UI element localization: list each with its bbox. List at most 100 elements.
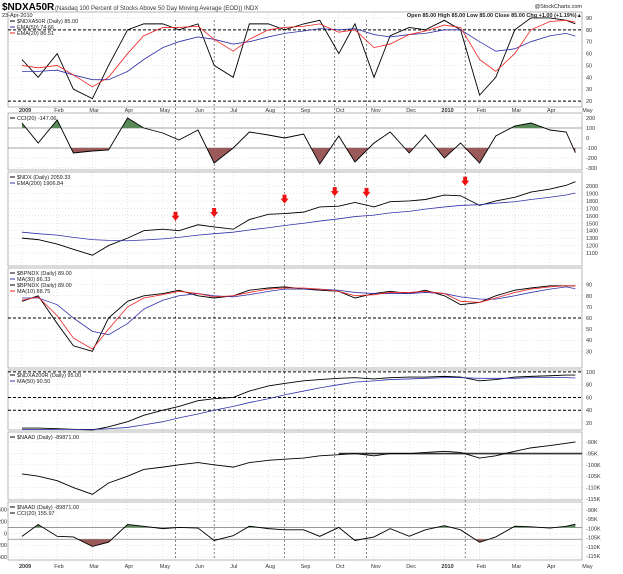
legend-entry: MA(50) 90.50 — [17, 379, 50, 385]
series-line — [21, 17, 576, 100]
month-label: Feb — [54, 564, 63, 570]
y-tick-label: 1400 — [586, 229, 598, 235]
y-tick-label: 1600 — [586, 214, 598, 220]
panel-ndxa200r: 100 80 60 40 20 $NDXA200R (Daily) 95.00MA(50)… — [7, 369, 595, 431]
panel-frame — [7, 369, 583, 431]
y-tick-label: 1100 — [586, 251, 598, 257]
month-label: Apr — [547, 564, 556, 570]
y-tick-label: 200 — [0, 520, 7, 526]
y-tick-label: 20 — [586, 421, 592, 427]
month-label: May — [160, 564, 171, 570]
month-label: Apr — [125, 108, 134, 114]
series-line — [21, 285, 576, 352]
watermark: @StockCharts.com — [535, 4, 583, 10]
y-tick-label: -200 — [586, 156, 597, 162]
y-tick-label: 40 — [586, 408, 592, 414]
y-tick-label: 30 — [586, 87, 592, 93]
month-label: Mar — [89, 564, 99, 570]
month-label: Aug — [265, 108, 275, 114]
y-tick-label: 0 — [586, 136, 589, 142]
cci-oversold-fill — [22, 148, 576, 164]
y-tick-label: -105K — [586, 536, 601, 542]
month-label: Mar — [89, 108, 99, 114]
y-tick-label: -90K — [586, 440, 598, 446]
y-tick-label: 50 — [586, 327, 592, 333]
red-arrow-marker — [210, 207, 219, 217]
month-label: Feb — [54, 108, 63, 114]
series-line — [21, 192, 576, 242]
month-label: May — [582, 564, 593, 570]
legend-entry: EMA(50) 74.66 — [17, 25, 54, 31]
month-label: Sep — [301, 108, 311, 114]
legend-entry: EMA(200) 1906.84 — [17, 181, 63, 187]
legend-entry: $NDXA200R (Daily) 95.00 — [17, 373, 81, 379]
y-tick-label: -400 — [0, 555, 7, 561]
y-tick-label: -95K — [586, 452, 598, 458]
month-label: Apr — [125, 564, 134, 570]
legend-entry: $BPNDX (Daily) 89.00 — [17, 271, 72, 277]
month-label: Mar — [512, 108, 522, 114]
series-line — [22, 377, 576, 430]
y-tick-label: 40 — [586, 338, 592, 344]
month-label: 2010 — [441, 564, 453, 570]
month-label: Aug — [265, 564, 275, 570]
series-line — [22, 28, 576, 81]
y-tick-label: -115K — [586, 554, 601, 560]
month-label: Sep — [301, 564, 311, 570]
panel-frame — [7, 171, 583, 267]
series-line — [21, 441, 576, 495]
month-label: Mar — [512, 564, 522, 570]
y-tick-label: 1900 — [586, 192, 598, 198]
month-label: 2009 — [19, 108, 31, 114]
y-tick-label: 70 — [586, 40, 592, 46]
legend-entry: $NAAD (Daily) -89871.00 — [17, 435, 79, 441]
y-tick-label: 200 — [586, 116, 595, 122]
y-tick-label: 80 — [586, 383, 592, 389]
y-tick-label: -300 — [586, 166, 597, 172]
panel-frame — [7, 501, 583, 561]
legend-entry: MA(30) 86.33 — [17, 277, 50, 283]
month-label: Dec — [406, 108, 416, 114]
y-tick-label: 400 — [0, 508, 7, 514]
panel-frame — [7, 11, 583, 108]
month-label: May — [582, 108, 593, 114]
month-label: Jul — [230, 564, 237, 570]
y-tick-label: 100 — [586, 126, 595, 132]
series-line — [22, 286, 576, 336]
y-tick-label: 60 — [586, 52, 592, 58]
month-label: Oct — [336, 564, 345, 570]
red-arrow-marker — [280, 194, 289, 204]
red-arrow-marker — [362, 187, 371, 197]
month-label: 2010 — [441, 108, 453, 114]
y-tick-label: -200 — [0, 543, 7, 549]
y-tick-label: 90 — [586, 283, 592, 289]
y-tick-label: -95K — [586, 517, 598, 523]
y-tick-label: 1500 — [586, 221, 598, 227]
red-arrow-marker — [171, 211, 180, 221]
month-label: 2009 — [19, 564, 31, 570]
y-tick-label: -100K — [586, 463, 601, 469]
chart-date: 23-Apr-2010 — [2, 13, 33, 19]
y-tick-label: 100 — [586, 370, 595, 376]
y-tick-label: 40 — [586, 75, 592, 81]
legend-entry: $BPNDX (Daily) 89.00 — [17, 283, 72, 289]
panel-bpndx: 90 80 70 60 50 40 30 $BPNDX (Daily) 89.00MA(30)… — [7, 267, 592, 369]
y-tick-label: -110K — [586, 486, 601, 492]
panel-cci-naad: 400 200 0 -200 -400 -90K -95K -100K -105K -110K -1… — [0, 501, 601, 570]
y-tick-label: 60 — [586, 316, 592, 322]
month-label: Jun — [195, 564, 204, 570]
month-label: Nov — [371, 564, 381, 570]
red-arrow-marker — [330, 187, 339, 197]
month-label: Feb — [477, 108, 486, 114]
month-label: Nov — [371, 108, 381, 114]
legend-entry: CCI(20) -147.06 — [17, 116, 56, 122]
month-label: Dec — [406, 564, 416, 570]
y-tick-label: -90K — [586, 508, 598, 514]
month-label: May — [160, 108, 171, 114]
panel-naad: -90K -95K -100K -105K -110K -115K $NAAD (Daily… — [7, 431, 601, 503]
y-tick-label: 60 — [586, 395, 592, 401]
y-tick-label: 20 — [586, 99, 592, 105]
month-label: Feb — [477, 564, 486, 570]
